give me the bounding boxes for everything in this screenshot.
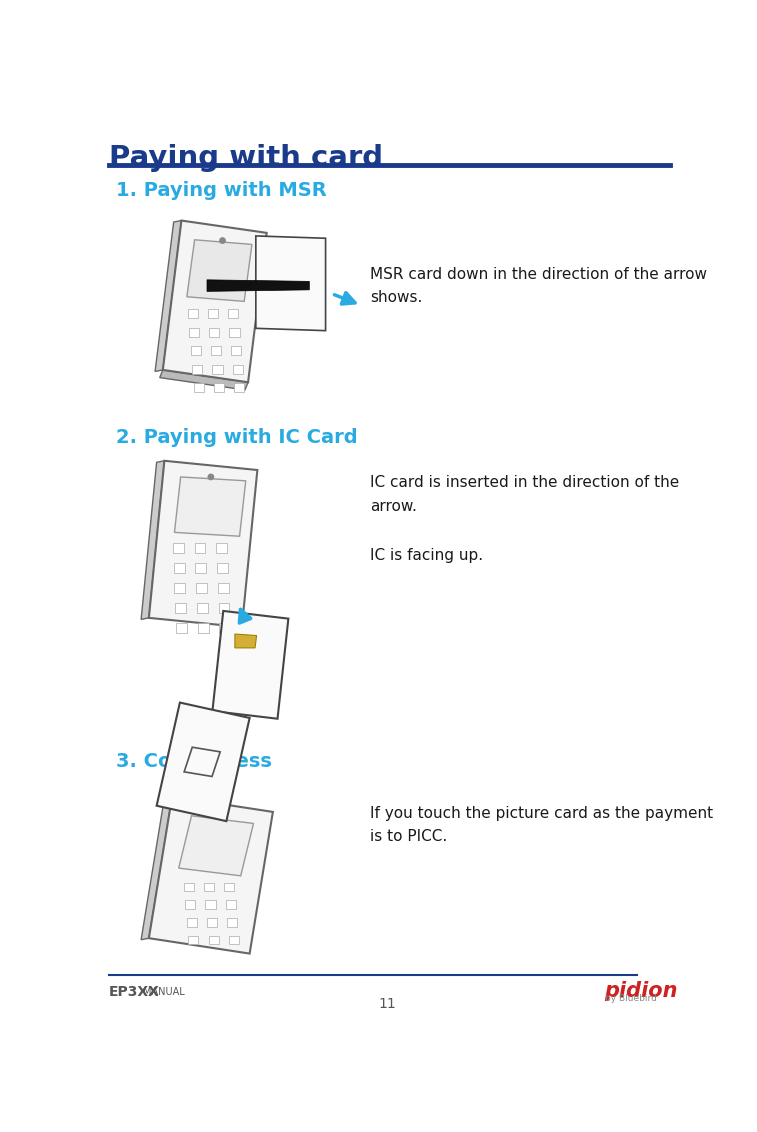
Polygon shape (149, 797, 273, 953)
Bar (234, 383, 245, 393)
Bar (211, 346, 221, 355)
Text: MANUAL: MANUAL (142, 987, 185, 997)
Text: EP3XX: EP3XX (108, 985, 160, 1000)
Bar (229, 327, 239, 337)
Text: 3. Contactless: 3. Contactless (117, 752, 273, 771)
Bar (195, 543, 205, 554)
Bar (217, 543, 227, 554)
Bar (188, 309, 198, 318)
Polygon shape (160, 370, 248, 389)
Bar (188, 936, 198, 944)
Bar (197, 603, 207, 614)
Bar (191, 346, 201, 355)
Bar (189, 327, 199, 337)
Bar (194, 383, 204, 393)
Bar (176, 624, 187, 633)
Bar (232, 365, 243, 374)
Polygon shape (213, 611, 288, 719)
Polygon shape (141, 797, 172, 940)
Polygon shape (179, 816, 254, 876)
Polygon shape (256, 235, 326, 331)
Text: by Bluebird: by Bluebird (605, 994, 656, 1003)
Bar (198, 624, 208, 633)
Bar (196, 583, 207, 593)
Bar (228, 309, 238, 318)
Polygon shape (157, 703, 250, 821)
Bar (208, 936, 219, 944)
Text: 1. Paying with MSR: 1. Paying with MSR (117, 180, 327, 199)
Bar (195, 564, 206, 573)
Bar (226, 900, 235, 909)
Bar (231, 346, 241, 355)
Text: MSR card down in the direction of the arrow
shows.: MSR card down in the direction of the ar… (369, 267, 707, 306)
Text: If you touch the picture card as the payment
is to PICC.: If you touch the picture card as the pay… (369, 806, 713, 844)
Text: 11: 11 (378, 996, 397, 1011)
Polygon shape (235, 634, 257, 648)
Circle shape (217, 811, 223, 816)
Bar (173, 543, 184, 554)
Bar (224, 883, 234, 891)
Text: Paying with card: Paying with card (108, 144, 383, 172)
Bar (185, 900, 195, 909)
Text: IC card is inserted in the direction of the
arrow.

IC is facing up.: IC card is inserted in the direction of … (369, 474, 679, 564)
Bar (175, 603, 186, 614)
Bar (219, 603, 229, 614)
Bar (220, 624, 230, 633)
Polygon shape (155, 221, 182, 371)
Polygon shape (163, 221, 266, 383)
Bar (227, 918, 237, 927)
Text: pidion: pidion (605, 980, 678, 1001)
Polygon shape (149, 461, 257, 627)
Bar (210, 327, 220, 337)
Bar (214, 383, 224, 393)
Bar (173, 564, 185, 573)
Circle shape (220, 238, 226, 243)
Bar (213, 365, 223, 374)
Bar (192, 365, 202, 374)
Polygon shape (141, 461, 164, 619)
Bar (187, 918, 197, 927)
Polygon shape (207, 280, 310, 291)
Bar (184, 883, 194, 891)
Text: 2. Paying with IC Card: 2. Paying with IC Card (117, 428, 358, 447)
Bar (207, 309, 218, 318)
Bar (204, 883, 214, 891)
Bar (174, 583, 185, 593)
Polygon shape (187, 240, 252, 301)
Polygon shape (174, 477, 246, 537)
Bar (218, 583, 229, 593)
Bar (205, 900, 216, 909)
Bar (207, 918, 217, 927)
Bar (229, 936, 238, 944)
Circle shape (208, 474, 213, 480)
Bar (217, 564, 228, 573)
